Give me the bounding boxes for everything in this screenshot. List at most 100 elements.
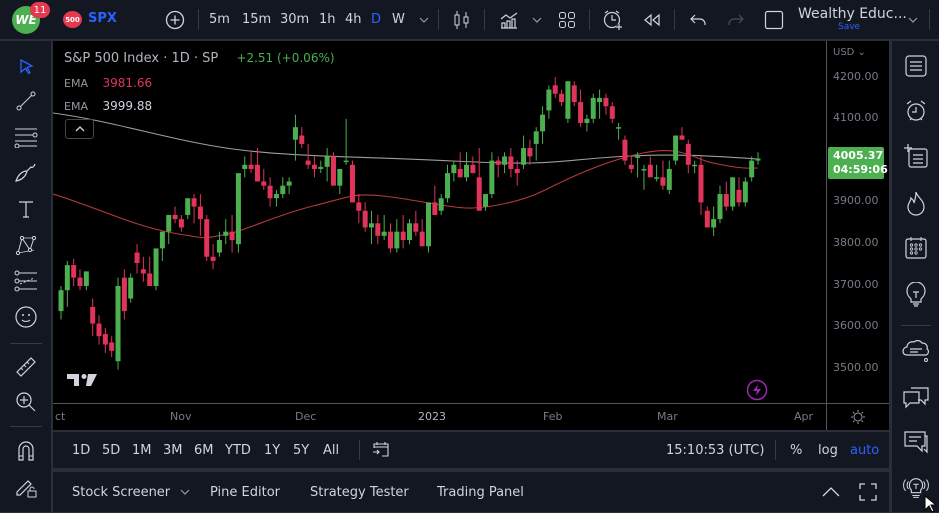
layout-dropdown[interactable] — [907, 0, 919, 39]
range-ytd[interactable]: YTD — [225, 442, 251, 458]
maximize-panel-button[interactable] — [859, 472, 877, 512]
tab-strategy-tester[interactable]: Strategy Tester — [310, 484, 409, 500]
fullscreen-icon — [859, 483, 877, 501]
range-5d[interactable]: 5D — [102, 442, 121, 458]
flame-icon — [907, 191, 925, 216]
mouse-cursor — [924, 495, 938, 513]
fib-retracement-tool[interactable] — [12, 123, 40, 151]
currency-selector[interactable]: USD ⌄ — [833, 47, 866, 58]
interval-5m[interactable]: 5m — [209, 12, 230, 27]
percent-scale-toggle[interactable]: % — [790, 442, 803, 458]
calendar-button[interactable] — [901, 233, 931, 263]
broadcast-bulb-icon — [903, 478, 929, 498]
save-layout-link[interactable]: Save — [838, 22, 861, 32]
icon-tool[interactable] — [12, 303, 40, 331]
forecast-lines-icon — [14, 270, 37, 292]
layout-name[interactable]: Wealthy Educ... — [798, 6, 907, 22]
price-label: 3500.00 — [833, 361, 879, 374]
indicators-button[interactable] — [497, 0, 521, 39]
range-1d[interactable]: 1D — [72, 442, 91, 458]
auto-scale-toggle[interactable]: auto — [850, 442, 880, 458]
range-1y[interactable]: 1Y — [264, 442, 281, 458]
range-5y[interactable]: 5Y — [293, 442, 310, 458]
chart-settings-button[interactable] — [826, 403, 889, 430]
chevron-down-icon — [419, 17, 429, 23]
tab-trading-panel[interactable]: Trading Panel — [437, 484, 524, 500]
range-3m[interactable]: 3M — [163, 442, 183, 458]
trend-line-tool[interactable] — [12, 87, 40, 115]
layout-button[interactable] — [556, 0, 578, 39]
interval-15m[interactable]: 15m — [242, 12, 272, 27]
expand-panel-button[interactable] — [822, 472, 840, 512]
chart-area[interactable]: S&P 500 Index · 1D · SP +2.51 (+0.06%) E… — [53, 41, 889, 430]
candles-icon — [454, 10, 469, 29]
time-label: ct — [55, 410, 66, 423]
price-change: +2.51 (+0.06%) — [236, 51, 335, 65]
time-label: Dec — [295, 410, 317, 423]
tradingview-logo[interactable] — [67, 372, 99, 388]
watchlist-button[interactable] — [901, 51, 931, 81]
redo-button[interactable] — [725, 0, 747, 39]
interval-4h[interactable]: 4h — [345, 12, 362, 27]
range-6m[interactable]: 6M — [194, 442, 214, 458]
data-window-button[interactable] — [901, 141, 931, 171]
collapse-legend-button[interactable] — [65, 119, 94, 139]
undo-button[interactable] — [687, 0, 709, 39]
utc-clock[interactable]: 15:10:53 (UTC) — [666, 442, 765, 458]
messages-button[interactable] — [901, 427, 931, 457]
brush-icon — [15, 163, 36, 182]
series-title[interactable]: S&P 500 Index · 1D · SP — [64, 51, 219, 66]
indicators-dropdown[interactable] — [531, 0, 543, 39]
grid-layout-icon — [559, 11, 575, 28]
price-axis[interactable]: USD ⌄ 4200.00 4100.00 3900.00 3800.00 37… — [826, 41, 889, 403]
hotlists-button[interactable] — [901, 188, 931, 218]
create-alert-button[interactable] — [601, 0, 625, 39]
horizontal-lines-icon — [14, 128, 38, 148]
lightning-button[interactable] — [746, 379, 768, 401]
interval-w[interactable]: W — [392, 12, 405, 27]
tab-pine-editor[interactable]: Pine Editor — [210, 484, 281, 500]
interval-1h[interactable]: 1h — [319, 12, 336, 27]
lock-drawings-button[interactable] — [12, 473, 40, 501]
ideas-button[interactable] — [901, 280, 931, 310]
chart-type-button[interactable] — [451, 0, 473, 39]
streams-button[interactable] — [901, 473, 931, 503]
indicators-icon — [500, 12, 518, 29]
replay-button[interactable] — [641, 0, 663, 39]
ema-label: EMA — [64, 77, 88, 90]
interval-d[interactable]: D — [371, 12, 382, 27]
chart-pane[interactable]: S&P 500 Index · 1D · SP +2.51 (+0.06%) E… — [53, 41, 826, 403]
brush-tool[interactable] — [12, 159, 40, 187]
tab-stock-screener[interactable]: Stock Screener — [72, 472, 190, 512]
ema-fast-value: 3981.66 — [102, 76, 153, 90]
symbol-search-button[interactable]: SPX — [88, 11, 117, 26]
chevron-down-icon — [908, 17, 918, 23]
measure-tool[interactable] — [12, 353, 40, 381]
time-label: Mar — [657, 410, 678, 423]
ema-slow-legend[interactable]: EMA 3999.88 — [64, 99, 152, 113]
range-1m[interactable]: 1M — [132, 442, 152, 458]
chats-button[interactable] — [901, 382, 931, 412]
minds-button[interactable] — [901, 336, 931, 366]
cursor-tool[interactable] — [12, 53, 40, 81]
candlestick-chart[interactable] — [53, 41, 826, 403]
text-tool[interactable] — [12, 195, 40, 223]
log-scale-toggle[interactable]: log — [818, 442, 838, 458]
fullscreen-mode-button[interactable] — [763, 0, 785, 39]
prediction-tool[interactable] — [12, 267, 40, 295]
go-to-date-button[interactable] — [372, 432, 390, 468]
current-price-tag: 4005.37 04:59:06 — [828, 147, 888, 179]
compare-symbol-button[interactable] — [163, 0, 187, 39]
interval-30m[interactable]: 30m — [280, 12, 310, 27]
range-all[interactable]: All — [323, 442, 340, 458]
zoom-in-tool[interactable] — [12, 388, 40, 416]
pattern-tool[interactable] — [12, 231, 40, 259]
interval-dropdown[interactable] — [418, 0, 430, 39]
ema-label: EMA — [64, 100, 88, 113]
alerts-button[interactable] — [901, 96, 931, 126]
ema-fast-legend[interactable]: EMA 3981.66 — [64, 76, 152, 90]
sun-gear-icon — [851, 410, 865, 424]
magnet-mode-button[interactable] — [12, 437, 40, 465]
bar-countdown: 04:59:06 — [833, 163, 888, 176]
time-axis[interactable]: ct Nov Dec 2023 Feb Mar Apr — [53, 403, 826, 430]
